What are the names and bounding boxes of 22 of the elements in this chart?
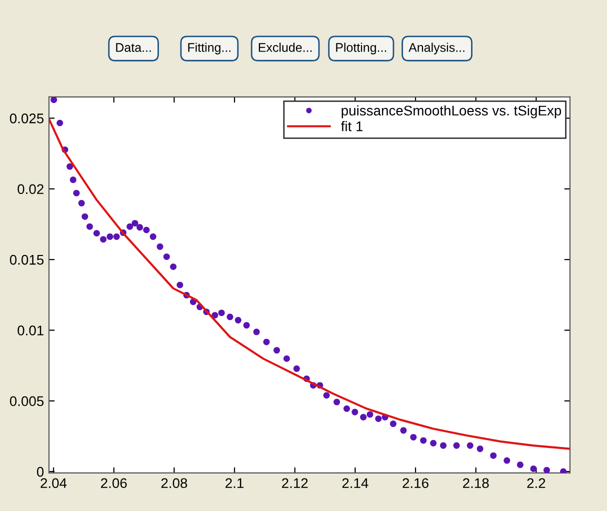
x-tick-label: 2.06: [101, 478, 127, 488]
text: Data...: [116, 43, 151, 52]
y-tick-label: 0.02: [18, 184, 44, 194]
x-tick-label: 2.12: [282, 478, 308, 488]
text: Exclude...: [258, 42, 312, 52]
y-tick-label: 0.025: [10, 114, 44, 124]
y-tick-label: 0.005: [10, 396, 44, 406]
legend-label: fit 1: [341, 121, 363, 132]
text: Plotting...: [336, 42, 386, 54]
legend-label: puissanceSmoothLoess vs. tSigExp: [342, 105, 562, 118]
x-tick-label: 2.08: [161, 478, 188, 488]
x-tick-label: 2.18: [463, 478, 489, 488]
text: Fitting...: [188, 42, 231, 54]
y-tick-label: 0.01: [18, 326, 44, 336]
y-tick-label: 0: [36, 466, 44, 477]
x-tick-label: 2.1: [226, 478, 244, 488]
x-tick-label: 2.2: [527, 478, 546, 488]
x-tick-label: 2.14: [342, 478, 368, 488]
x-tick-label: 2.16: [402, 478, 428, 488]
y-tick-label: 0.015: [10, 254, 44, 265]
text: Analysis...: [408, 42, 464, 54]
x-tick-label: 2.04: [40, 478, 67, 488]
